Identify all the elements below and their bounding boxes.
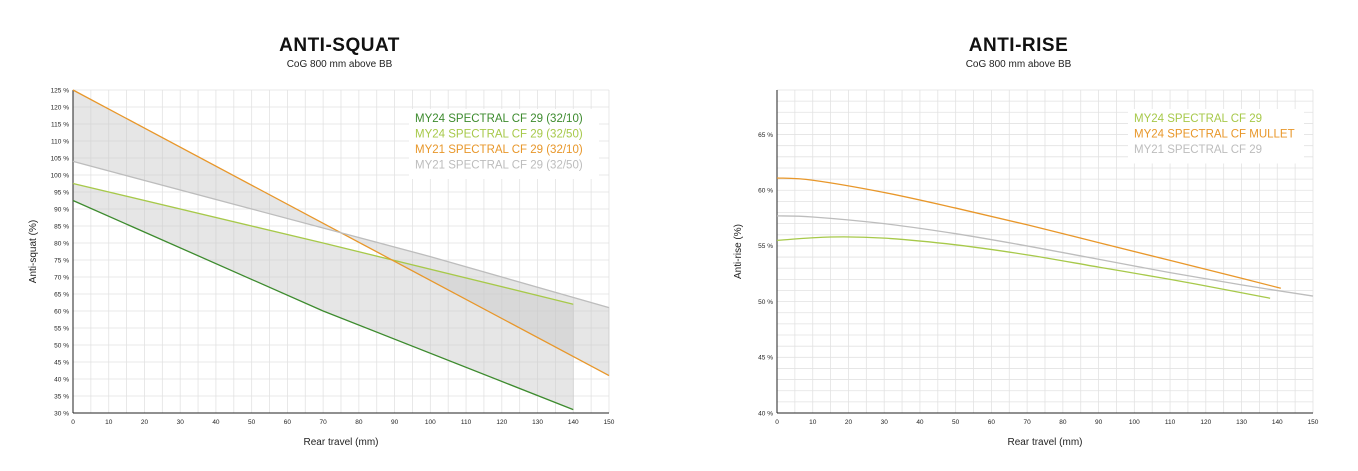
- y-tick-label: 95 %: [54, 189, 69, 196]
- legend-entry: MY21 SPECTRAL CF 29: [1134, 144, 1262, 156]
- x-tick-label: 90: [1095, 419, 1103, 426]
- y-tick-label: 120 %: [51, 104, 70, 111]
- x-tick-label: 60: [284, 419, 292, 426]
- x-tick-label: 110: [461, 419, 472, 426]
- x-tick-label: 10: [105, 419, 113, 426]
- legend-background: [1128, 109, 1304, 164]
- y-tick-label: 55 %: [54, 325, 69, 332]
- x-tick-label: 100: [425, 419, 436, 426]
- y-tick-label: 50 %: [54, 342, 69, 349]
- series-line: [776, 215, 1314, 297]
- x-tick-label: 140: [1272, 419, 1283, 426]
- y-tick-label: 70 %: [54, 274, 69, 281]
- legend-background: [409, 109, 599, 179]
- series-line: [72, 199, 574, 411]
- legend-entry: MY21 SPECTRAL CF 29 (32/50): [415, 160, 583, 172]
- anti-rise-chart: 0 10 20 30 40 50 60 70 80 90 100 110 120 130 140 150 40 …: [733, 89, 1319, 448]
- y-axis-label: Anti-rise (%): [733, 224, 744, 279]
- x-tick-label: 30: [177, 419, 185, 426]
- x-tick-label: 120: [1200, 419, 1211, 426]
- legend-entry: MY24 SPECTRAL CF 29: [1134, 113, 1262, 125]
- x-axis-label: Rear travel (mm): [1007, 437, 1082, 448]
- series-line: [776, 236, 1271, 299]
- x-tick-label: 40: [916, 419, 924, 426]
- anti-squat-chart: 0 10 20 30 40 50 60 70 80 90 100 110 120 130 140 150 30 …: [28, 87, 615, 448]
- x-tick-label: 120: [496, 419, 507, 426]
- x-tick-label: 70: [1024, 419, 1032, 426]
- y-tick-label: 100 %: [51, 172, 70, 179]
- y-tick-label: 30 %: [54, 410, 69, 417]
- x-tick-label: 40: [212, 419, 220, 426]
- chart-title: ANTI-RISE: [968, 35, 1069, 56]
- y-tick-label: 75 %: [54, 257, 69, 264]
- y-tick-label: 35 %: [54, 393, 69, 400]
- series-line: [72, 182, 574, 305]
- y-tick-label: 40 %: [758, 410, 773, 417]
- series-line: [72, 160, 610, 309]
- y-tick-label: 45 %: [54, 359, 69, 366]
- y-axis-label: Anti-squat (%): [28, 220, 39, 283]
- x-tick-label: 110: [1165, 419, 1176, 426]
- x-tick-label: 70: [320, 419, 328, 426]
- x-axis-label: Rear travel (mm): [303, 437, 378, 448]
- x-tick-label: 0: [71, 419, 75, 426]
- anti-rise-panel: ANTI-RISE CoG 800 mm above BB 0 10 20 30 40 5…: [679, 0, 1358, 471]
- anti-squat-panel: ANTI-SQUAT CoG 800 mm above BB 0 10 20 30 40…: [28, 35, 615, 448]
- y-tick-label: 110 %: [51, 138, 69, 145]
- y-tick-label: 55 %: [758, 243, 773, 250]
- legend-entry: MY24 SPECTRAL CF 29 (32/10): [415, 113, 583, 125]
- x-tick-label: 130: [1236, 419, 1247, 426]
- chart-title: ANTI-SQUAT: [279, 35, 400, 56]
- y-tick-label: 65 %: [758, 132, 773, 139]
- y-tick-label: 60 %: [758, 188, 773, 195]
- x-tick-label: 140: [568, 419, 579, 426]
- x-tick-label: 10: [809, 419, 817, 426]
- x-tick-label: 50: [952, 419, 960, 426]
- series-line: [776, 177, 1282, 289]
- chart-subtitle: CoG 800 mm above BB: [286, 59, 393, 70]
- legend-entry: MY21 SPECTRAL CF 29 (32/10): [415, 144, 583, 156]
- x-tick-label: 30: [881, 419, 889, 426]
- x-tick-label: 150: [1308, 419, 1319, 426]
- x-tick-label: 80: [1059, 419, 1067, 426]
- legend-entry: MY24 SPECTRAL CF MULLET: [1134, 129, 1295, 141]
- x-tick-label: 100: [1129, 419, 1140, 426]
- chart-subtitle: CoG 800 mm above BB: [965, 59, 1072, 70]
- y-tick-label: 40 %: [54, 376, 69, 383]
- x-tick-label: 60: [988, 419, 996, 426]
- y-tick-label: 65 %: [54, 291, 69, 298]
- y-tick-label: 90 %: [54, 206, 69, 213]
- x-tick-label: 20: [845, 419, 853, 426]
- y-tick-label: 45 %: [758, 355, 773, 362]
- x-tick-label: 50: [248, 419, 256, 426]
- y-tick-label: 105 %: [51, 155, 70, 162]
- grid: [776, 89, 1314, 414]
- x-tick-label: 0: [775, 419, 779, 426]
- y-tick-label: 125 %: [51, 87, 70, 94]
- legend: MY24 SPECTRAL CF 29 MY24 SPECTRAL CF MULL…: [1128, 109, 1304, 164]
- x-tick-label: 20: [141, 419, 149, 426]
- y-tick-label: 80 %: [54, 240, 69, 247]
- y-tick-label: 85 %: [54, 223, 69, 230]
- x-tick-label: 80: [355, 419, 363, 426]
- y-tick-label: 60 %: [54, 308, 69, 315]
- x-tick-label: 90: [391, 419, 399, 426]
- x-tick-label: 150: [604, 419, 615, 426]
- legend-entry: MY24 SPECTRAL CF 29 (32/50): [415, 129, 583, 141]
- y-tick-label: 50 %: [758, 299, 773, 306]
- y-tick-label: 115 %: [51, 121, 69, 128]
- legend: MY24 SPECTRAL CF 29 (32/10) MY24 SPECTRAL…: [409, 109, 599, 179]
- x-tick-label: 130: [532, 419, 543, 426]
